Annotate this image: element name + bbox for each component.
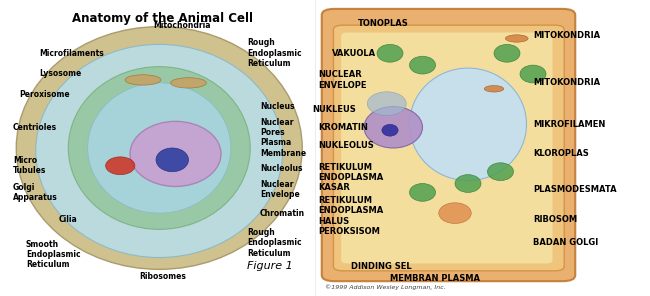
Text: KROMATIN: KROMATIN [318,123,369,132]
Text: RETIKULUM
ENDOPLASMA
KASAR: RETIKULUM ENDOPLASMA KASAR [318,163,384,192]
Ellipse shape [382,124,398,136]
Text: KLOROPLAS: KLOROPLAS [533,149,589,158]
Ellipse shape [520,65,546,83]
Text: Plasma
Membrane: Plasma Membrane [260,138,306,158]
Ellipse shape [88,83,231,213]
Text: VAKUOLA: VAKUOLA [332,49,376,58]
Text: MEMBRAN PLASMA: MEMBRAN PLASMA [390,274,480,283]
Text: PLASMODESMATA: PLASMODESMATA [533,185,617,194]
Text: TONOPLAS: TONOPLAS [358,19,408,28]
Ellipse shape [36,44,283,258]
Ellipse shape [16,27,302,269]
Text: NUKLEUS: NUKLEUS [312,105,356,114]
Text: Mitochondria: Mitochondria [153,21,211,30]
Text: Golgi
Apparatus: Golgi Apparatus [13,183,58,202]
Text: MITOKONDRIA: MITOKONDRIA [533,31,600,40]
FancyBboxPatch shape [322,9,575,281]
Text: Rough
Endoplasmic
Reticulum: Rough Endoplasmic Reticulum [247,228,302,258]
Ellipse shape [105,157,135,175]
Ellipse shape [68,67,250,229]
Text: NUKLEOLUS: NUKLEOLUS [318,141,374,149]
Text: Nuclear
Pores: Nuclear Pores [260,118,294,137]
Ellipse shape [170,78,207,88]
Text: Smooth
Endoplasmic
Reticulum: Smooth Endoplasmic Reticulum [26,240,81,269]
FancyBboxPatch shape [333,25,564,271]
Ellipse shape [439,203,471,223]
Text: BADAN GOLGI: BADAN GOLGI [533,238,598,247]
Ellipse shape [125,75,161,85]
Text: Nuclear
Envelope: Nuclear Envelope [260,180,300,199]
Text: RETIKULUM
ENDOPLASMA
HALUS
PEROKSISOM: RETIKULUM ENDOPLASMA HALUS PEROKSISOM [318,196,384,236]
FancyBboxPatch shape [341,33,552,263]
Ellipse shape [488,163,514,181]
Text: NUCLEAR
ENVELOPE: NUCLEAR ENVELOPE [318,70,367,90]
Ellipse shape [484,86,504,92]
Ellipse shape [506,35,528,42]
Text: Lysosome: Lysosome [39,70,81,78]
Text: Chromatin: Chromatin [260,209,305,218]
Text: Figure 1: Figure 1 [247,261,292,271]
Text: Nucleus: Nucleus [260,102,294,111]
Text: ©1999 Addison Wesley Longman, Inc.: ©1999 Addison Wesley Longman, Inc. [325,284,446,290]
Text: DINDING SEL: DINDING SEL [351,262,411,271]
Ellipse shape [410,184,436,201]
Ellipse shape [410,68,526,181]
Text: MIKROFILAMEN: MIKROFILAMEN [533,120,605,129]
Ellipse shape [494,44,520,62]
Text: Peroxisome: Peroxisome [20,90,70,99]
Text: Centrioles: Centrioles [13,123,57,132]
Text: Ribosomes: Ribosomes [139,272,186,281]
Text: Nucleolus: Nucleolus [260,164,302,173]
Text: Microfilaments: Microfilaments [39,49,104,58]
Ellipse shape [364,107,423,148]
Ellipse shape [130,121,221,186]
Text: Cilia: Cilia [58,215,77,223]
Ellipse shape [455,175,481,192]
Ellipse shape [410,56,436,74]
Ellipse shape [377,44,403,62]
Text: Micro
Tubules: Micro Tubules [13,156,46,176]
Ellipse shape [156,148,188,172]
Text: MITOKONDRIA: MITOKONDRIA [533,78,600,87]
Ellipse shape [367,92,406,115]
Text: Anatomy of the Animal Cell: Anatomy of the Animal Cell [72,12,253,25]
Text: RIBOSOM: RIBOSOM [533,215,577,223]
Text: Rough
Endoplasmic
Reticulum: Rough Endoplasmic Reticulum [247,38,302,68]
